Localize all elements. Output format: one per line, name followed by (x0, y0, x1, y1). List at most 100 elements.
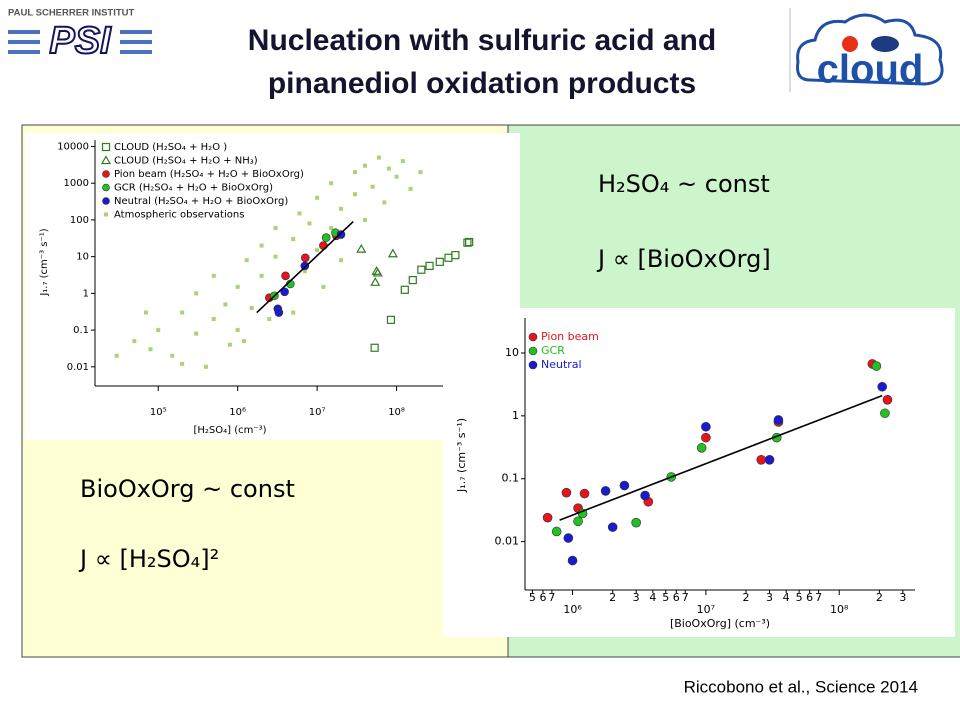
legend-marker (528, 346, 538, 356)
point (551, 526, 562, 537)
point (408, 275, 417, 285)
point (696, 443, 707, 453)
point (297, 211, 302, 216)
x-tick-label: 10⁸ (388, 407, 405, 418)
fit-line (256, 221, 354, 314)
panel-text: BioOxOrg ~ const (80, 475, 295, 503)
point (370, 343, 379, 352)
point (425, 261, 434, 270)
point (301, 253, 310, 263)
point (307, 221, 312, 226)
point (362, 163, 367, 168)
point (194, 331, 199, 336)
logo-stripe (120, 30, 152, 34)
point (451, 251, 460, 260)
y-tick-label: 0.01 (67, 362, 89, 373)
panel-text: J ∝ [BioOxOrg] (596, 245, 771, 273)
partner-logo-text: cloud (817, 48, 924, 92)
y-tick-label: 1000 (64, 178, 89, 189)
point (321, 233, 331, 242)
legend-label: GCR (541, 344, 565, 357)
point (353, 192, 358, 197)
x-tick-label: 2 (743, 591, 750, 604)
y-tick-label: 10 (76, 252, 89, 263)
point (259, 273, 264, 278)
logo-stripe (8, 40, 40, 44)
point (114, 353, 119, 358)
point (291, 310, 296, 315)
point (274, 308, 284, 317)
legend-label: Pion beam (541, 330, 599, 343)
point (370, 277, 381, 286)
point (756, 455, 767, 465)
point (386, 315, 396, 324)
point (143, 310, 148, 315)
point (329, 181, 334, 186)
logo-stripe (120, 50, 152, 54)
point (273, 254, 278, 259)
x-tick-label: 6 (539, 591, 546, 604)
point (241, 339, 246, 344)
x-tick-label: 4 (783, 591, 790, 604)
legend-label: GCR (H₂SO₄ + H₂O + BioOxOrg) (114, 183, 273, 194)
point (329, 226, 334, 231)
point (579, 488, 590, 499)
y-tick-label: 100 (70, 215, 89, 226)
psi-mark: PSI (49, 20, 112, 62)
legend-marker (104, 212, 108, 217)
point (259, 243, 264, 248)
point (600, 486, 611, 496)
point (267, 317, 272, 322)
logo-stripe (120, 40, 152, 44)
point (631, 517, 641, 528)
y-tick-label: 1 (83, 288, 89, 299)
point (321, 284, 326, 289)
x-tick-label: 10⁶ (229, 407, 246, 418)
point (315, 248, 320, 253)
chart: 0.01 0.1 1 10 100 1000 10000 10⁵ 10⁶ 10⁷ 10⁸ [H₂SO₄… (39, 140, 490, 436)
psi-logo: PAUL SCHERRER INSTITUT PSI (8, 8, 152, 63)
x-tick-label: 5 (796, 591, 803, 604)
legend-label: CLOUD (H₂SO₄ + H₂O ) (114, 142, 227, 153)
x-tick-label: 3 (766, 591, 773, 604)
logo-stripe (8, 50, 40, 54)
point (463, 238, 472, 247)
x-tick-label: 10⁷ (697, 603, 715, 616)
logo-stripe (8, 30, 40, 34)
point (204, 364, 209, 369)
point (701, 421, 711, 432)
point (353, 170, 358, 175)
point (607, 522, 618, 532)
y-tick-label: 1 (512, 409, 519, 422)
point (280, 287, 289, 297)
point (882, 395, 893, 405)
point (211, 317, 216, 322)
point (408, 186, 413, 191)
point (880, 408, 890, 419)
legend-marker (102, 197, 110, 205)
planet (871, 36, 899, 52)
sun (842, 36, 858, 52)
point (180, 310, 185, 315)
legend-marker (528, 360, 538, 370)
legend-label: Neutral (541, 358, 582, 371)
point (563, 533, 574, 543)
cloud-shape (796, 13, 944, 86)
legend-marker (102, 170, 110, 178)
point (372, 267, 383, 277)
x-tick-label: 6 (673, 591, 680, 604)
point (281, 271, 290, 281)
point (194, 291, 199, 296)
point (227, 342, 232, 347)
x-tick-label: 6 (806, 591, 813, 604)
point (387, 248, 398, 258)
point (400, 159, 405, 164)
point (156, 328, 161, 333)
legend-label: Pion beam (H₂SO₄ + H₂O + BioOxOrg) (114, 169, 304, 180)
legend-marker (102, 183, 110, 192)
point (315, 195, 320, 200)
point (701, 432, 711, 443)
point (339, 206, 344, 211)
